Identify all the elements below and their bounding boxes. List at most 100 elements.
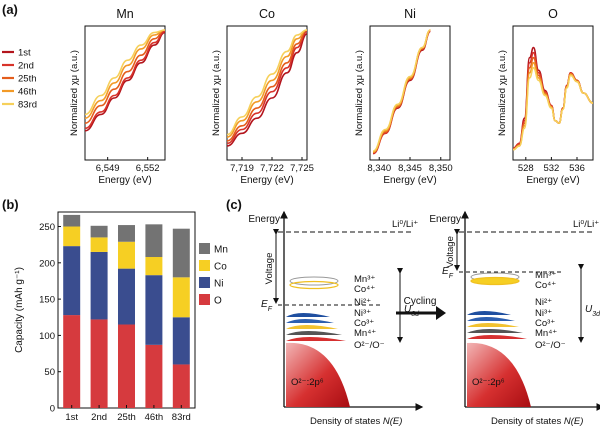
bar-legend-label-Co: Co xyxy=(214,262,227,273)
diagram-li-label-after: Li⁰/Li⁺ xyxy=(573,219,599,230)
xas-line-Mn-83rd xyxy=(85,29,165,116)
xas-line-Mn-25th xyxy=(85,29,165,124)
cycling-label: Cycling xyxy=(404,296,437,307)
diagram-level-before-5: Mn⁴⁺ xyxy=(354,328,376,339)
bar-ylabel: Capacity (mAh g⁻¹) xyxy=(14,267,25,353)
xas-series-group-O xyxy=(513,46,593,151)
bar-xtick-label-1st: 1st xyxy=(65,412,78,423)
xas-line-Mn-1st xyxy=(85,31,165,132)
capacity-bar-chart: Capacity (mAh g⁻¹) 0 50 100 150 200 250 1st 2nd 2… xyxy=(14,211,228,423)
xas-panel-Mn: Mn Normalized χμ (a.u.) Energy (eV)6,549 6,… xyxy=(69,7,166,186)
xas-line-Mn-2nd xyxy=(85,30,165,130)
legend-label-46th: 46th xyxy=(18,87,37,98)
xas-frame-Mn xyxy=(84,25,166,161)
diagram-mn3-ellipse-before xyxy=(289,276,339,286)
bar-ytick-label-5: 250 xyxy=(39,222,55,233)
xas-tick-label-Mn-1: 6,552 xyxy=(136,163,160,174)
xas-line-Ni-83rd xyxy=(372,29,431,152)
diagram-o-band-before xyxy=(286,342,350,407)
diagram-energy-label-after: Energy xyxy=(429,214,461,225)
diagram-level-before-6: O²⁻/O⁻ xyxy=(354,340,385,351)
bar-legend-label-Mn: Mn xyxy=(214,245,228,256)
bar-legend-swatch-Ni xyxy=(199,277,210,288)
diagram-o-band-label-before: O²⁻:2p⁶ xyxy=(291,377,324,388)
bar-1st-Mn xyxy=(63,214,81,227)
bar-83rd-O xyxy=(172,364,190,408)
legend-label-25th: 25th xyxy=(18,74,37,85)
band-diagram-before: Energy Density of states N(E) Li⁰/Li⁺ EF Vol… xyxy=(248,210,424,427)
diagram-voltage-label-after: Voltage xyxy=(445,236,456,268)
bar-2nd-Ni xyxy=(90,251,108,320)
bar-legend-label-Ni: Ni xyxy=(214,279,223,290)
diagram-level-after-0: Mn³⁺ xyxy=(535,270,556,281)
xas-line-O-2nd xyxy=(513,51,593,150)
diagram-co4-ellipse-before xyxy=(289,280,339,290)
bar-ytick-label-4: 200 xyxy=(39,258,55,269)
xas-panel-Co: Co Normalized χμ (a.u.) Energy (eV)7,719 7,… xyxy=(211,7,314,186)
xas-line-O-25th xyxy=(513,56,593,151)
xas-xlabel-Co: Energy (eV) xyxy=(240,175,293,186)
diagram-level-before-1: Co⁴⁺ xyxy=(354,284,375,295)
xas-tick-label-Co-1: 7,722 xyxy=(260,163,284,174)
xas-title-Co: Co xyxy=(259,7,275,21)
diagram-band-after-2 xyxy=(467,323,519,327)
bar-2nd-O xyxy=(90,319,108,408)
xas-tick-label-Ni-0: 8,340 xyxy=(367,163,391,174)
diagram-energy-label-before: Energy xyxy=(248,214,280,225)
bar-2nd-Mn xyxy=(90,225,108,238)
bar-legend-swatch-O xyxy=(199,294,210,305)
xas-line-Co-25th xyxy=(227,29,307,142)
xas-xlabel-Ni: Energy (eV) xyxy=(383,175,436,186)
diagram-dos-label-before: Density of states N(E) xyxy=(310,416,402,427)
xas-line-O-1st xyxy=(513,46,593,150)
diagram-level-before-4: Co³⁺ xyxy=(354,318,374,329)
bar-46th-Co xyxy=(145,257,163,276)
xas-line-Co-2nd xyxy=(227,30,307,145)
diagram-o-band-label-after: O²⁻:2p⁶ xyxy=(472,377,505,388)
bar-1st-Ni xyxy=(63,246,81,316)
xas-ylabel-O: Normalized χμ (a.u.) xyxy=(497,50,508,136)
band-diagram-after: Energy Density of states N(E) Li⁰/Li⁺ EFVol… xyxy=(429,210,600,427)
xas-ylabel-Ni: Normalized χμ (a.u.) xyxy=(354,50,365,136)
bar-25th-Co xyxy=(118,241,135,269)
xas-ylabel-Co: Normalized χμ (a.u.) xyxy=(211,50,222,136)
xas-line-O-46th xyxy=(513,61,593,151)
bar-ytick-label-2: 100 xyxy=(39,331,55,342)
bar-legend-swatch-Mn xyxy=(199,243,210,254)
diagram-voltage-label-before: Voltage xyxy=(264,253,275,285)
diagram-band-after-1 xyxy=(467,329,523,333)
diagram-level-after-4: Co³⁺ xyxy=(535,318,555,329)
bar-xtick-label-2nd: 2nd xyxy=(91,412,107,423)
bar-legend-label-O: O xyxy=(214,296,222,307)
diagram-band-before-1 xyxy=(286,331,342,335)
xas-tick-label-O-2: 536 xyxy=(569,163,585,174)
diagram-level-after-3: Ni³⁺ xyxy=(535,308,552,319)
xas-tick-label-Mn-0: 6,549 xyxy=(96,163,120,174)
bar-46th-O xyxy=(145,344,163,408)
diagram-ef-label-after: EF xyxy=(442,266,454,280)
bar-xtick-label-83rd: 83rd xyxy=(172,412,191,423)
diagram-li-label-before: Li⁰/Li⁺ xyxy=(392,219,418,230)
diagram-level-before-2: Ni²⁺ xyxy=(354,297,371,308)
bar-83rd-Mn xyxy=(172,228,190,278)
bar-ytick-label-0: 0 xyxy=(50,404,55,415)
xas-tick-label-Ni-2: 8,350 xyxy=(429,163,453,174)
diagram-level-after-5: Mn⁴⁺ xyxy=(535,328,557,339)
diagram-level-after-1: Co⁴⁺ xyxy=(535,280,556,291)
xas-tick-label-Co-2: 7,725 xyxy=(290,163,314,174)
diagram-band-after-0 xyxy=(467,335,527,339)
bar-46th-Mn xyxy=(145,224,163,258)
bar-2nd-Co xyxy=(90,237,108,252)
diagram-co4-ellipse-after xyxy=(470,276,520,286)
diagram-level-after-6: O²⁻/O⁻ xyxy=(535,340,566,351)
bar-1st-Co xyxy=(63,226,81,247)
diagram-u3d-label-after: U3d xyxy=(585,304,600,318)
diagram-dos-label-after: Density of states N(E) xyxy=(491,416,583,427)
diagram-level-before-0: Mn³⁺ xyxy=(354,274,375,285)
xas-frame-Ni xyxy=(369,25,451,161)
diagram-level-before-3: Ni³⁺ xyxy=(354,308,371,319)
bar-46th-Ni xyxy=(145,275,163,345)
panel-label-b: (b) xyxy=(2,197,19,212)
bar-1st-O xyxy=(63,315,81,408)
